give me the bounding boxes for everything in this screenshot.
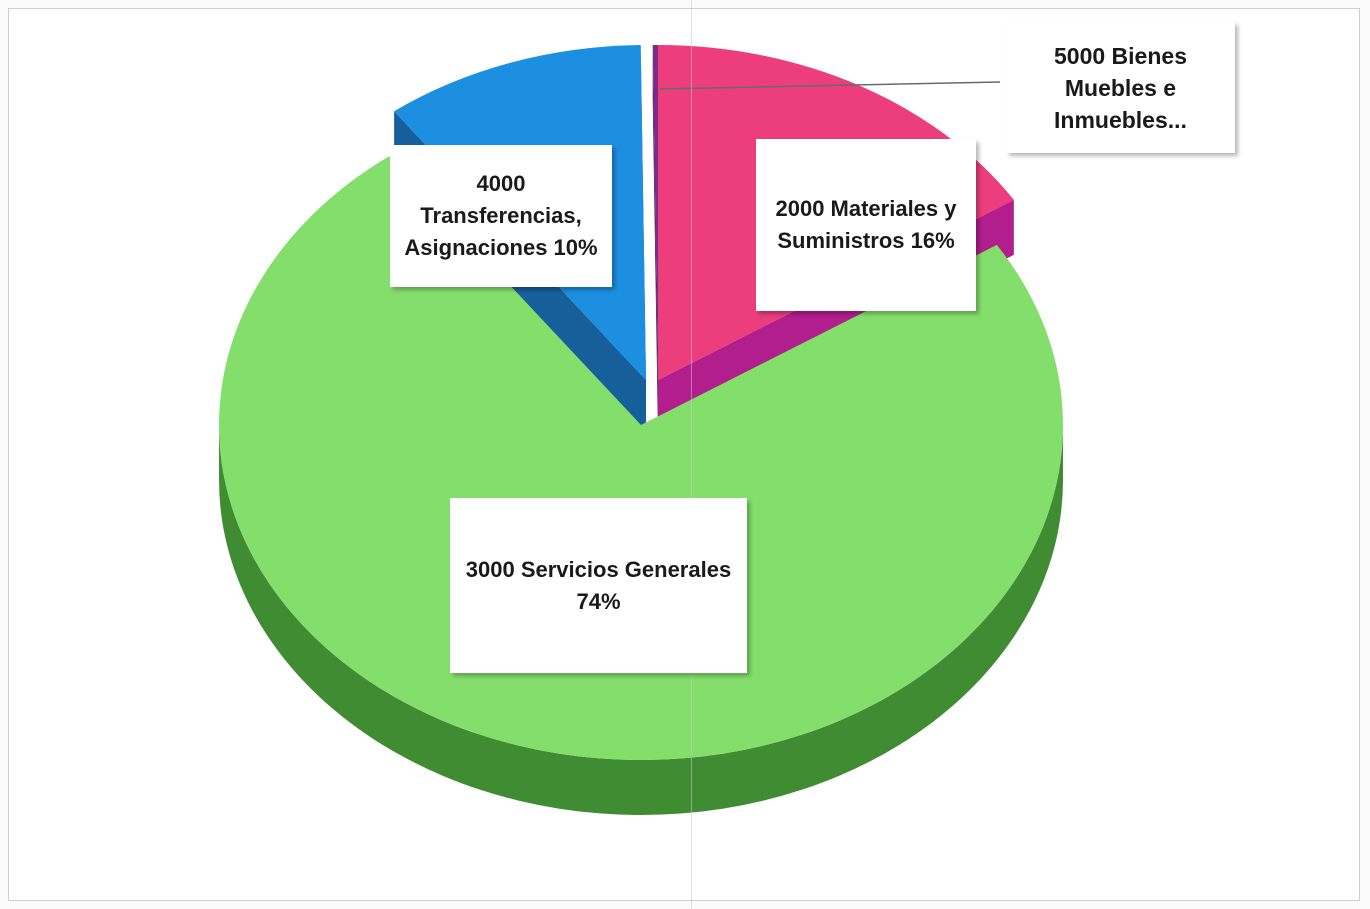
label-line: Muebles e xyxy=(1064,74,1177,101)
label-line: Suministros 16% xyxy=(777,228,955,253)
label-line: 3000 Servicios Generales xyxy=(465,556,732,582)
label-line: 5000 Bienes xyxy=(1054,42,1187,69)
pie-slice-5000 xyxy=(652,45,658,380)
data-label-3000-servicios: 3000 Servicios Generales 74% xyxy=(450,498,747,673)
data-label-4000-transferencias: 4000 Transferencias, Asignaciones 10% xyxy=(390,145,612,287)
page-fold-line xyxy=(691,0,692,909)
label-line: 2000 Materiales y xyxy=(775,196,957,221)
label-line: Transferencias, xyxy=(420,203,582,228)
pie-slice-wall-5000-0 xyxy=(652,45,658,436)
data-label-2000-materiales: 2000 Materiales y Suministros 16% xyxy=(756,139,976,311)
pie-slice-3000 xyxy=(218,156,1064,760)
label-line: 74% xyxy=(576,588,621,614)
label-line: 4000 xyxy=(476,171,526,196)
leader-line-5000 xyxy=(659,81,1001,90)
label-line: Inmuebles... xyxy=(1054,106,1187,133)
data-label-5000-bienes: 5000 Bienes Muebles e Inmuebles... xyxy=(1006,22,1235,153)
label-line: Asignaciones 10% xyxy=(404,235,598,260)
pie-slice-side-3000 xyxy=(219,425,1063,815)
